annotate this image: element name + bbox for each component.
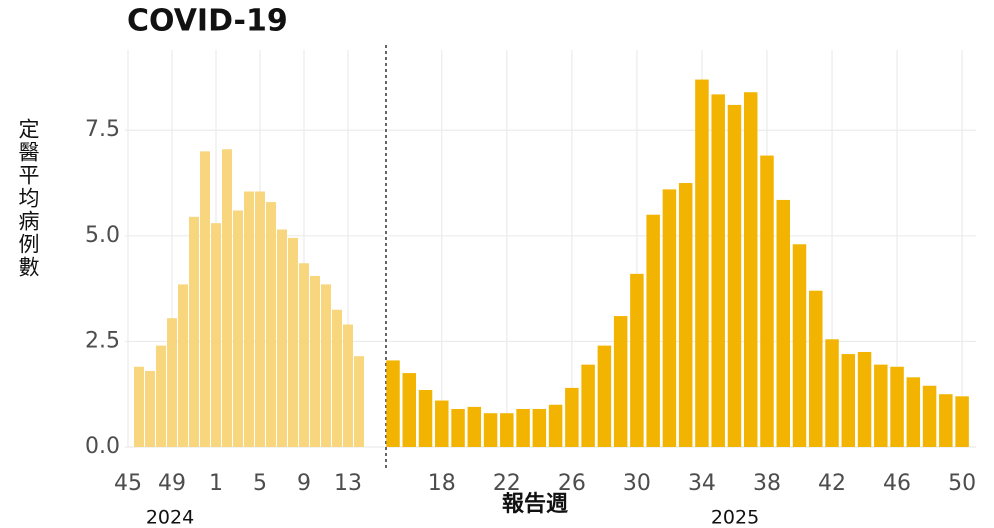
- bar: [565, 387, 579, 447]
- bar: [809, 290, 823, 447]
- bar: [500, 413, 514, 447]
- bar: [646, 214, 660, 447]
- x-tick-label: 42: [818, 471, 846, 496]
- bar: [483, 413, 498, 447]
- bar: [792, 244, 807, 447]
- x-tick-label: 9: [297, 471, 311, 496]
- chart-title: COVID-19: [127, 4, 288, 39]
- x-axis-label: 報告週: [502, 491, 568, 517]
- y-tick-label: 2.5: [85, 328, 120, 353]
- bar: [922, 385, 937, 447]
- x-tick-label: 46: [883, 471, 911, 496]
- x-tick-label: 22: [493, 471, 521, 496]
- bar: [467, 406, 482, 447]
- bar: [906, 377, 921, 447]
- bar: [310, 275, 320, 447]
- bar: [743, 92, 758, 447]
- bar: [244, 191, 254, 447]
- x-tick-label: 5: [253, 471, 267, 496]
- bar: [695, 79, 709, 447]
- y-tick-label: 0.0: [85, 434, 120, 459]
- x-tick-label: 13: [334, 471, 362, 496]
- x-tick-label: 38: [753, 471, 781, 496]
- bar: [662, 189, 677, 447]
- bar: [760, 155, 774, 447]
- bar: [266, 202, 276, 447]
- bar: [435, 400, 449, 447]
- bar: [233, 210, 243, 447]
- bar: [727, 104, 742, 447]
- x-tick-label: 50: [948, 471, 976, 496]
- bar: [277, 229, 287, 447]
- bar: [332, 309, 342, 447]
- bar: [711, 94, 725, 448]
- bar: [532, 408, 547, 447]
- bar: [548, 404, 563, 447]
- bar: [343, 324, 353, 447]
- x-tick-label: 49: [158, 471, 186, 496]
- bar: [288, 237, 298, 447]
- bar: [255, 191, 265, 447]
- bar: [516, 408, 530, 447]
- bar: [189, 216, 199, 447]
- bar: [678, 183, 693, 447]
- x-tick-label: 34: [688, 471, 716, 496]
- bar: [581, 364, 595, 447]
- y-tick-label: 7.5: [85, 117, 120, 142]
- bar: [825, 339, 839, 447]
- bar: [299, 263, 309, 447]
- bar: [874, 364, 888, 447]
- bar: [776, 199, 790, 447]
- bar: [890, 366, 904, 447]
- bar: [222, 149, 232, 447]
- year-label: 2024: [146, 507, 194, 528]
- y-axis-label: 定醫平均病例數: [16, 118, 40, 279]
- bar: [402, 373, 417, 447]
- x-tick-label: 18: [428, 471, 456, 496]
- bar: [167, 318, 177, 447]
- bar: [841, 354, 856, 447]
- bar: [156, 345, 166, 447]
- bar: [200, 151, 210, 448]
- bar: [857, 351, 872, 447]
- bar: [145, 370, 155, 447]
- x-tick-label: 30: [623, 471, 651, 496]
- x-tick-label: 1: [209, 471, 223, 496]
- bar: [955, 396, 969, 447]
- year-label: 2025: [711, 507, 759, 528]
- bar: [178, 284, 188, 447]
- bar: [613, 316, 628, 447]
- bar: [451, 408, 465, 447]
- y-tick-label: 5.0: [85, 223, 120, 248]
- bar: [630, 273, 644, 447]
- bar: [354, 356, 364, 447]
- bar: [134, 366, 144, 447]
- bar: [418, 389, 433, 447]
- x-tick-label: 45: [114, 471, 142, 496]
- bar: [597, 345, 612, 447]
- x-tick-label: 26: [558, 471, 586, 496]
- bar: [321, 284, 331, 447]
- bar: [939, 394, 953, 447]
- bar: [386, 360, 400, 447]
- bar: [211, 223, 221, 447]
